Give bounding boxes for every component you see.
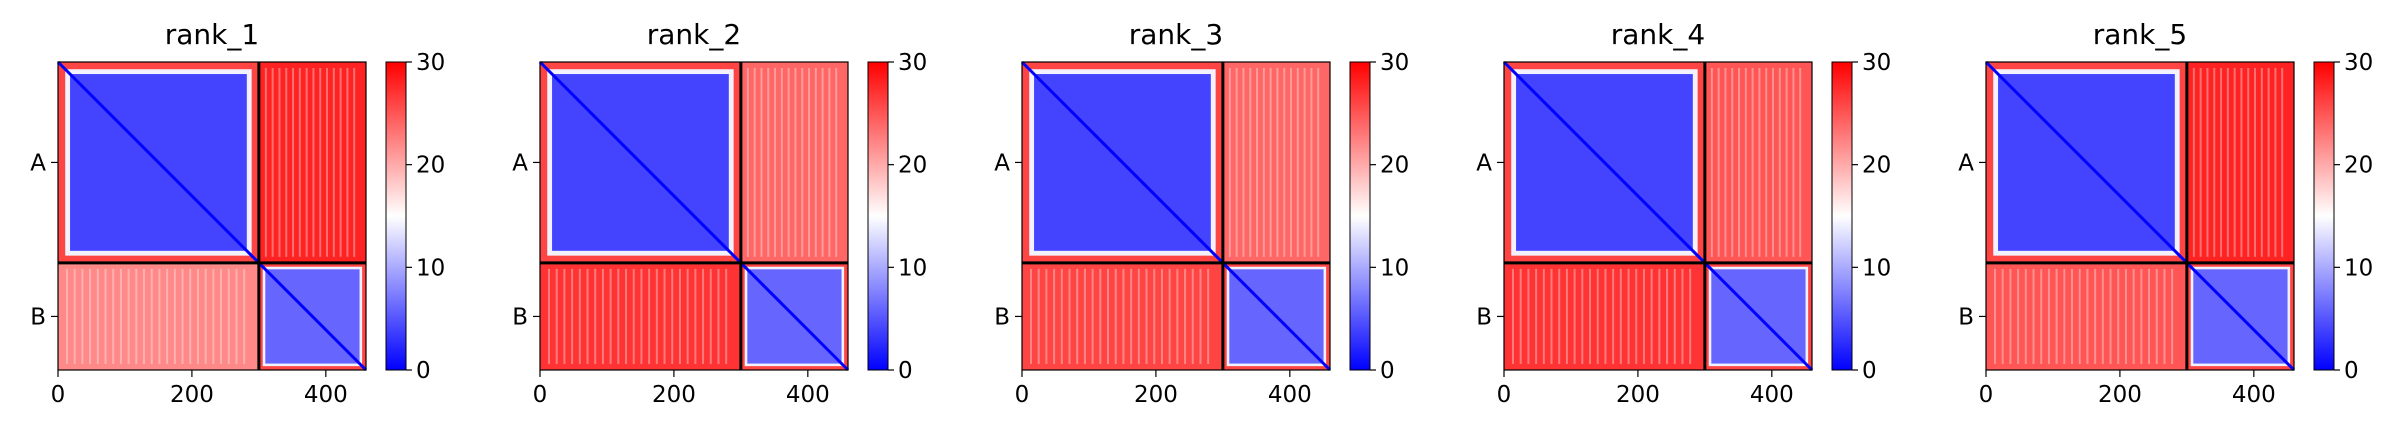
colorbar xyxy=(1831,61,1853,371)
y-tick-label: B xyxy=(512,304,528,330)
x-tick-label: 400 xyxy=(1750,382,1794,408)
panel-title: rank_2 xyxy=(647,18,741,51)
colorbar-tick-label: 0 xyxy=(416,358,431,384)
y-tick-label: A xyxy=(1958,150,1974,176)
colorbar-tick-label: 20 xyxy=(1862,153,1891,179)
y-tick-label: B xyxy=(1958,304,1974,330)
x-tick-label: 200 xyxy=(652,382,696,408)
stripe-texture xyxy=(548,68,838,364)
heatmap-frame xyxy=(1021,61,1331,371)
y-tick-label: B xyxy=(1476,304,1492,330)
colorbar-tick-label: 30 xyxy=(416,50,445,76)
colorbar-tick-label: 0 xyxy=(2344,358,2359,384)
colorbar-tick-label: 10 xyxy=(1862,255,1891,281)
block-b-a xyxy=(540,262,741,370)
block-a-b xyxy=(1222,62,1330,263)
colorbar-tick-label: 0 xyxy=(1380,358,1395,384)
block-a-b xyxy=(1704,62,1812,263)
panel-title: rank_4 xyxy=(1611,18,1705,51)
colorbar-tick-label: 10 xyxy=(2344,255,2373,281)
block-a-b xyxy=(258,62,366,263)
diagonal xyxy=(1984,60,2296,372)
block-a-b xyxy=(2186,62,2294,263)
colorbar-tick-label: 20 xyxy=(1380,153,1409,179)
colorbar xyxy=(2313,61,2335,371)
panel-rank_4: rank_4 0 200 400 A B 0 10 20 30 xyxy=(1476,18,1891,408)
heatmap-frame xyxy=(1503,61,1813,371)
colorbar-tick-label: 10 xyxy=(416,255,445,281)
colorbar-tick-label: 10 xyxy=(898,255,927,281)
panel-rank_2: rank_2 0 200 400 A B 0 10 20 30 xyxy=(512,18,927,408)
block-a-b xyxy=(740,62,848,263)
y-tick-label: A xyxy=(30,150,46,176)
block-b-a xyxy=(1504,262,1705,370)
colorbar xyxy=(385,61,407,371)
colorbar-tick-label: 20 xyxy=(898,153,927,179)
x-tick-label: 400 xyxy=(786,382,830,408)
diagonal xyxy=(56,60,368,372)
panel-rank_5: rank_5 0 200 400 A B 0 10 20 30 xyxy=(1958,18,2373,408)
y-tick-label: A xyxy=(512,150,528,176)
x-tick-label: 200 xyxy=(1134,382,1178,408)
diagonal xyxy=(1502,60,1814,372)
colorbar-tick-label: 30 xyxy=(1380,50,1409,76)
block-b-a xyxy=(1986,262,2187,370)
colorbar-tick-label: 20 xyxy=(416,153,445,179)
colorbar xyxy=(867,61,889,371)
colorbar-tick-label: 30 xyxy=(898,50,927,76)
x-tick-label: 200 xyxy=(1616,382,1660,408)
x-tick-label: 200 xyxy=(2098,382,2142,408)
x-tick-label: 0 xyxy=(51,382,66,408)
panel-title: rank_3 xyxy=(1129,18,1223,51)
stripe-texture xyxy=(1994,68,2284,364)
colorbar-tick-label: 10 xyxy=(1380,255,1409,281)
colorbar xyxy=(1349,61,1371,371)
panel-rank_1: rank_1 0 200 400 A B 0 10 20 30 xyxy=(30,18,445,408)
stripe-texture xyxy=(1512,68,1802,364)
colorbar-tick-label: 0 xyxy=(1862,358,1877,384)
panel-title: rank_5 xyxy=(2093,18,2187,51)
heatmap-frame xyxy=(539,61,849,371)
x-tick-label: 400 xyxy=(1268,382,1312,408)
colorbar-tick-label: 30 xyxy=(2344,50,2373,76)
panel-rank_3: rank_3 0 200 400 A B 0 10 20 30 xyxy=(994,18,1409,408)
colorbar-tick-label: 20 xyxy=(2344,153,2373,179)
x-tick-label: 200 xyxy=(170,382,214,408)
colorbar-tick-label: 30 xyxy=(1862,50,1891,76)
diagonal xyxy=(538,60,850,372)
x-tick-label: 0 xyxy=(1497,382,1512,408)
y-tick-label: A xyxy=(994,150,1010,176)
y-tick-label: B xyxy=(994,304,1010,330)
x-tick-label: 400 xyxy=(304,382,348,408)
x-tick-label: 400 xyxy=(2232,382,2276,408)
stripe-texture xyxy=(66,68,356,364)
y-tick-label: B xyxy=(30,304,46,330)
stripe-texture xyxy=(1030,68,1320,364)
x-tick-label: 0 xyxy=(1015,382,1030,408)
panel-title: rank_1 xyxy=(165,18,259,51)
x-tick-label: 0 xyxy=(533,382,548,408)
block-b-a xyxy=(1022,262,1223,370)
y-tick-label: A xyxy=(1476,150,1492,176)
block-b-a xyxy=(58,262,259,370)
colorbar-tick-label: 0 xyxy=(898,358,913,384)
heatmap-frame xyxy=(1985,61,2295,371)
x-tick-label: 0 xyxy=(1979,382,1994,408)
diagonal xyxy=(1020,60,1332,372)
heatmap-frame xyxy=(57,61,367,371)
